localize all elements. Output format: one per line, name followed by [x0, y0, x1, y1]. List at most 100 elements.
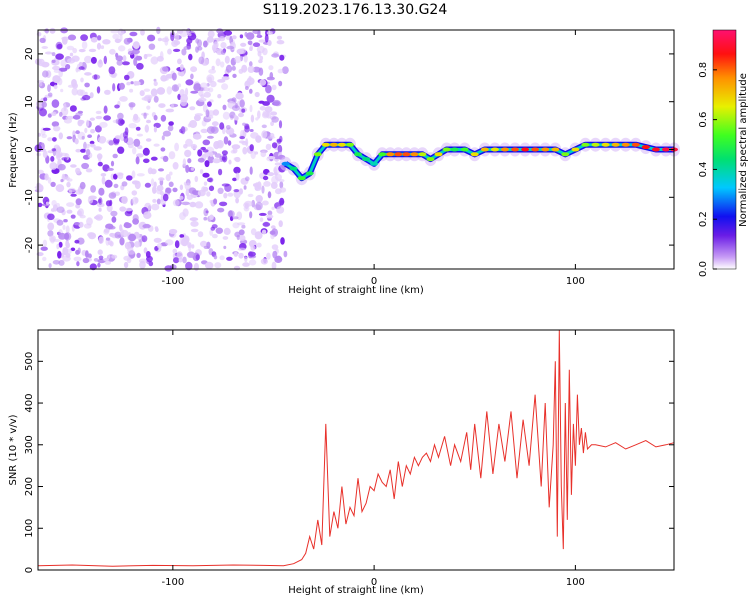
ridge-point	[442, 147, 451, 152]
noise-speckle	[57, 251, 62, 259]
noise-speckle	[250, 150, 256, 159]
noise-speckle	[265, 143, 272, 151]
noise-speckle	[121, 196, 128, 204]
noise-speckle	[153, 78, 157, 82]
ridge-point	[281, 161, 290, 166]
noise-speckle	[90, 144, 96, 148]
noise-speckle	[119, 237, 125, 246]
noise-speckle	[223, 136, 229, 145]
noise-speckle	[276, 206, 285, 214]
colorbar-tick-label: 0.0	[698, 261, 709, 277]
noise-speckle	[261, 185, 265, 194]
ridge-point	[511, 147, 519, 152]
noise-speckle	[222, 111, 230, 120]
noise-speckle	[44, 51, 53, 55]
noise-speckle	[274, 172, 278, 176]
noise-speckle	[200, 128, 208, 134]
noise-speckle	[146, 119, 151, 124]
noise-speckle	[283, 250, 288, 258]
noise-speckle	[162, 130, 171, 137]
noise-speckle	[217, 187, 224, 194]
noise-speckle	[130, 81, 134, 85]
noise-speckle	[49, 235, 56, 243]
noise-speckle	[219, 201, 228, 207]
noise-speckle	[271, 142, 278, 149]
noise-speckle	[232, 73, 237, 78]
noise-speckle	[278, 80, 283, 87]
ridge-point	[651, 147, 660, 152]
ridge-point	[591, 142, 600, 147]
noise-speckle	[226, 45, 235, 50]
y-tick-label: -10	[24, 189, 35, 205]
noise-speckle	[90, 37, 98, 43]
noise-speckle	[109, 232, 115, 237]
noise-speckle	[252, 42, 261, 47]
noise-speckle	[100, 173, 107, 177]
noise-speckle	[208, 69, 217, 74]
noise-speckle	[223, 227, 231, 235]
noise-speckle	[250, 245, 256, 251]
noise-speckle	[258, 100, 265, 104]
noise-speckle	[99, 121, 108, 128]
noise-speckle	[233, 251, 238, 257]
noise-speckle	[127, 50, 135, 56]
noise-speckle	[231, 65, 236, 71]
noise-speckle	[109, 48, 116, 55]
snr-x-axis-label: Height of straight line (km)	[288, 585, 424, 596]
noise-speckle	[266, 252, 271, 260]
ridge-point	[531, 147, 540, 152]
noise-speckle	[51, 52, 56, 57]
ridge-point	[460, 147, 469, 152]
noise-speckle	[207, 30, 215, 38]
noise-speckle	[98, 207, 102, 212]
noise-speckle	[239, 99, 245, 108]
noise-speckle	[245, 86, 249, 90]
noise-speckle	[160, 75, 168, 82]
noise-speckle	[112, 153, 118, 159]
ridge-point	[434, 152, 443, 157]
noise-speckle	[76, 210, 82, 216]
x-tick-label: 100	[566, 577, 585, 588]
noise-speckle	[93, 74, 98, 80]
noise-speckle	[244, 125, 250, 133]
noise-speckle	[174, 32, 180, 42]
noise-speckle	[150, 56, 159, 65]
noise-speckle	[249, 46, 253, 51]
noise-speckle	[132, 41, 140, 49]
noise-speckle	[57, 163, 66, 171]
noise-speckle	[188, 53, 193, 61]
y-tick-label: 100	[24, 519, 35, 538]
noise-speckle	[164, 265, 173, 272]
noise-speckle	[59, 111, 63, 117]
noise-speckle	[171, 103, 174, 109]
noise-speckle	[223, 30, 233, 36]
y-tick-label: 500	[24, 352, 35, 371]
noise-speckle	[146, 105, 151, 110]
noise-speckle	[223, 245, 227, 250]
noise-speckle	[63, 118, 72, 124]
ridge-point	[289, 166, 298, 171]
noise-speckle	[247, 193, 254, 198]
y-tick-label: 0	[24, 567, 35, 573]
noise-speckle	[48, 263, 52, 269]
noise-speckle	[246, 77, 255, 85]
noise-speckle	[105, 200, 112, 207]
noise-speckle	[164, 38, 169, 46]
noise-speckle	[266, 76, 275, 81]
noise-speckle	[131, 196, 139, 205]
noise-speckle	[271, 116, 279, 123]
noise-speckle	[239, 136, 245, 140]
noise-speckle	[207, 76, 213, 83]
noise-speckle	[56, 206, 65, 213]
noise-speckle	[168, 151, 176, 160]
noise-speckle	[89, 117, 95, 121]
noise-speckle	[95, 125, 102, 133]
noise-speckle	[60, 179, 64, 183]
noise-speckle	[108, 66, 116, 75]
noise-speckle	[198, 97, 207, 102]
noise-speckle	[145, 53, 153, 57]
noise-speckle	[97, 198, 102, 204]
noise-speckle	[190, 228, 199, 233]
noise-speckle	[120, 119, 125, 125]
noise-speckle	[75, 112, 83, 117]
